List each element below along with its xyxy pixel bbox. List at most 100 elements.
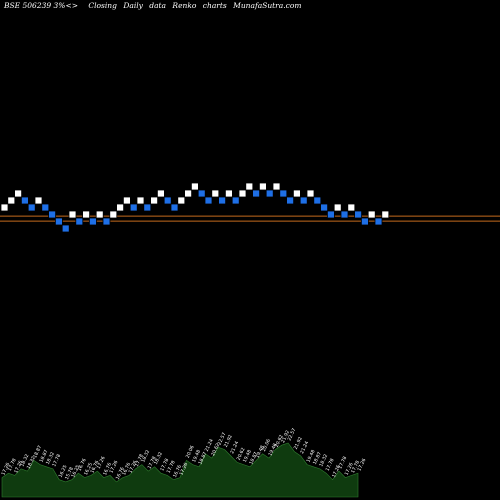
up-brick xyxy=(347,203,356,212)
volume-label: 20.62 xyxy=(236,447,247,462)
volume-label: 19.48 xyxy=(267,442,278,457)
header-word-daily: Daily xyxy=(123,1,143,10)
down-brick xyxy=(204,196,213,205)
volume-label: 18.32 xyxy=(153,451,164,466)
volume-label: 16.25 xyxy=(83,462,94,477)
volume-label: 17.78 xyxy=(7,458,18,473)
down-brick xyxy=(279,189,288,198)
volume-label: 18.32 xyxy=(45,451,56,466)
down-brick xyxy=(360,217,369,226)
volume-label: 17.26 xyxy=(108,460,119,475)
volume-label: 16.76 xyxy=(121,462,132,477)
volume-label: 21.92 xyxy=(223,434,234,449)
volume-label: 18.87 xyxy=(32,445,43,460)
down-brick xyxy=(340,210,349,219)
up-brick xyxy=(177,196,186,205)
volume-label: 16.76 xyxy=(77,458,88,473)
header-word-closing: Closing xyxy=(88,1,117,10)
down-brick xyxy=(197,189,206,198)
volume-label: 19.48 xyxy=(191,449,202,464)
down-brick xyxy=(326,210,335,219)
up-brick xyxy=(136,196,145,205)
up-brick xyxy=(306,189,315,198)
up-brick xyxy=(381,210,390,219)
volume-label: 17.26 xyxy=(178,462,189,477)
volume-label: 20.06 xyxy=(185,445,196,460)
up-brick xyxy=(14,189,23,198)
up-brick xyxy=(292,189,301,198)
volume-label: 22.57 xyxy=(286,427,297,442)
down-brick xyxy=(143,203,152,212)
header-word-renko: Renko xyxy=(172,1,197,10)
up-brick xyxy=(109,210,118,219)
down-brick xyxy=(252,189,261,198)
volume-label: 19.48 xyxy=(255,445,266,460)
up-brick xyxy=(116,203,124,212)
down-brick xyxy=(20,196,29,205)
volume-label: 17.26 xyxy=(344,462,355,477)
down-brick xyxy=(163,196,172,205)
up-brick xyxy=(367,210,376,219)
down-brick xyxy=(299,196,308,205)
volume-label: 21.92 xyxy=(280,429,291,444)
volume-label: 17.26 xyxy=(96,455,107,470)
down-brick xyxy=(286,196,295,205)
down-brick xyxy=(265,189,274,198)
up-brick xyxy=(245,182,254,191)
up-brick xyxy=(238,189,247,198)
up-brick xyxy=(156,189,165,198)
up-brick xyxy=(184,189,193,198)
volume-area xyxy=(1,442,359,498)
chart-header: BSE 506239 3%<> Closing Daily data Renko… xyxy=(4,1,301,10)
volume-label: 21.92 xyxy=(293,436,304,451)
volume-label: 16.76 xyxy=(172,464,183,479)
volume-label: 17.78 xyxy=(325,458,336,473)
volume-label: 19.48 xyxy=(306,449,317,464)
up-brick xyxy=(211,189,220,198)
volume-label: 16.76 xyxy=(102,462,113,477)
volume-label: 20.62 xyxy=(210,442,221,457)
down-brick xyxy=(354,210,363,219)
down-brick xyxy=(218,196,227,205)
volume-label: 20.06 xyxy=(261,438,272,453)
volume-label: 17.78 xyxy=(159,458,170,473)
volume-label: 22.57 xyxy=(217,432,228,447)
up-brick xyxy=(258,182,267,191)
renko-bricks xyxy=(0,182,390,233)
volume-label: 18.87 xyxy=(248,451,259,466)
site-name: MunafaSutra.com xyxy=(233,1,302,10)
volume-label: 17.26 xyxy=(0,462,11,477)
volume-label: 18.87 xyxy=(197,451,208,466)
volume-label: 15.78 xyxy=(64,466,75,481)
down-brick xyxy=(129,203,138,212)
volume-label: 21.24 xyxy=(229,440,240,455)
up-brick xyxy=(150,196,159,205)
volume-label: 19.48 xyxy=(242,449,253,464)
down-brick xyxy=(61,224,70,233)
volume-label: 17.78 xyxy=(350,460,361,475)
up-brick xyxy=(224,189,233,198)
volume-label: 21.24 xyxy=(204,438,215,453)
volume-labels: 17.2617.7817.2618.3218.3218.8718.8718.32… xyxy=(0,427,367,480)
down-brick xyxy=(27,203,36,212)
volume-label: 17.78 xyxy=(337,455,348,470)
volume-series xyxy=(1,442,359,498)
volume-label: 21.24 xyxy=(299,440,310,455)
volume-label: 18.32 xyxy=(140,449,151,464)
up-brick xyxy=(123,196,131,205)
volume-label: 18.87 xyxy=(39,449,50,464)
volume-label: 17.78 xyxy=(51,453,62,468)
volume-label: 17.26 xyxy=(13,460,24,475)
down-brick xyxy=(313,196,322,205)
up-brick xyxy=(272,182,281,191)
up-brick xyxy=(82,210,90,219)
volume-label: 17.26 xyxy=(356,458,367,473)
up-brick xyxy=(190,182,199,191)
volume-label: 18.32 xyxy=(19,453,30,468)
up-brick xyxy=(7,196,16,205)
up-brick xyxy=(95,210,104,219)
header-word-data: data xyxy=(149,1,167,10)
up-brick xyxy=(333,203,342,212)
